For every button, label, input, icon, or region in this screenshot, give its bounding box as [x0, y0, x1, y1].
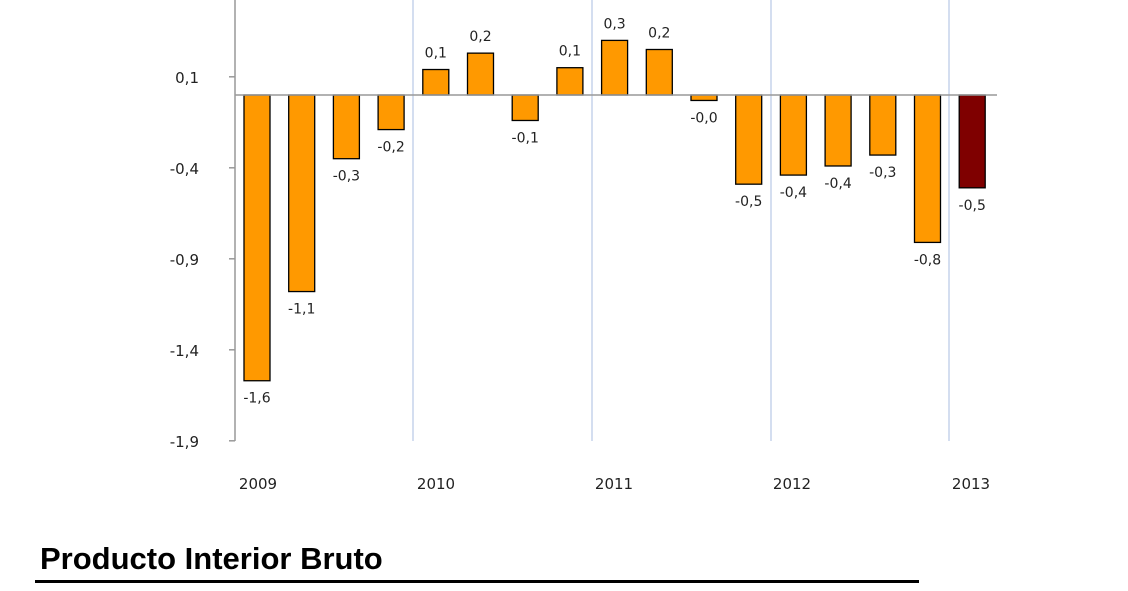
- bar: [332, 94, 361, 160]
- data-label: -0,0: [690, 110, 717, 126]
- data-label: -0,3: [333, 169, 360, 185]
- bar: [243, 94, 271, 382]
- bar: [735, 94, 763, 185]
- bar: [645, 48, 673, 96]
- y-tick-label: -1,4: [170, 342, 199, 360]
- bar: [466, 52, 495, 96]
- x-year-label: 2012: [773, 475, 811, 493]
- bar: [869, 94, 897, 156]
- y-tick-label: -1,9: [170, 433, 199, 451]
- data-label: -0,5: [959, 198, 986, 214]
- data-label: -0,8: [914, 252, 941, 268]
- y-tick-label: 0,1: [175, 69, 199, 87]
- x-year-label: 2009: [239, 475, 277, 493]
- bar: [377, 94, 405, 131]
- bar: [913, 94, 942, 244]
- bar: [288, 94, 316, 293]
- y-tick-label: -0,9: [170, 251, 199, 269]
- data-label: 0,3: [603, 16, 625, 32]
- data-label: -0,5: [735, 194, 762, 210]
- bar: [779, 94, 808, 176]
- bar: [511, 94, 539, 122]
- x-year-label: 2011: [595, 475, 633, 493]
- data-label: -0,4: [824, 176, 851, 192]
- y-tick-label: -0,4: [170, 160, 199, 178]
- heading-underline: [35, 580, 919, 583]
- data-label: -0,2: [377, 140, 404, 156]
- data-label: -0,4: [780, 185, 807, 201]
- data-label: -0,3: [869, 165, 896, 181]
- bar: [422, 68, 450, 96]
- bar: [556, 67, 584, 96]
- data-label: 0,1: [559, 44, 581, 60]
- data-label: -1,6: [243, 391, 270, 407]
- x-year-label: 2010: [417, 475, 455, 493]
- data-label: -0,1: [512, 130, 539, 146]
- bar: [600, 39, 629, 96]
- x-year-label: 2013: [952, 475, 990, 493]
- section-heading: Producto Interior Bruto: [40, 541, 383, 576]
- data-label: 0,2: [469, 29, 491, 45]
- bar: [824, 94, 852, 167]
- data-label: 0,1: [425, 46, 447, 62]
- bar: [958, 94, 986, 189]
- data-label: 0,2: [648, 26, 670, 42]
- bar: [690, 94, 718, 102]
- data-label: -1,1: [288, 302, 315, 318]
